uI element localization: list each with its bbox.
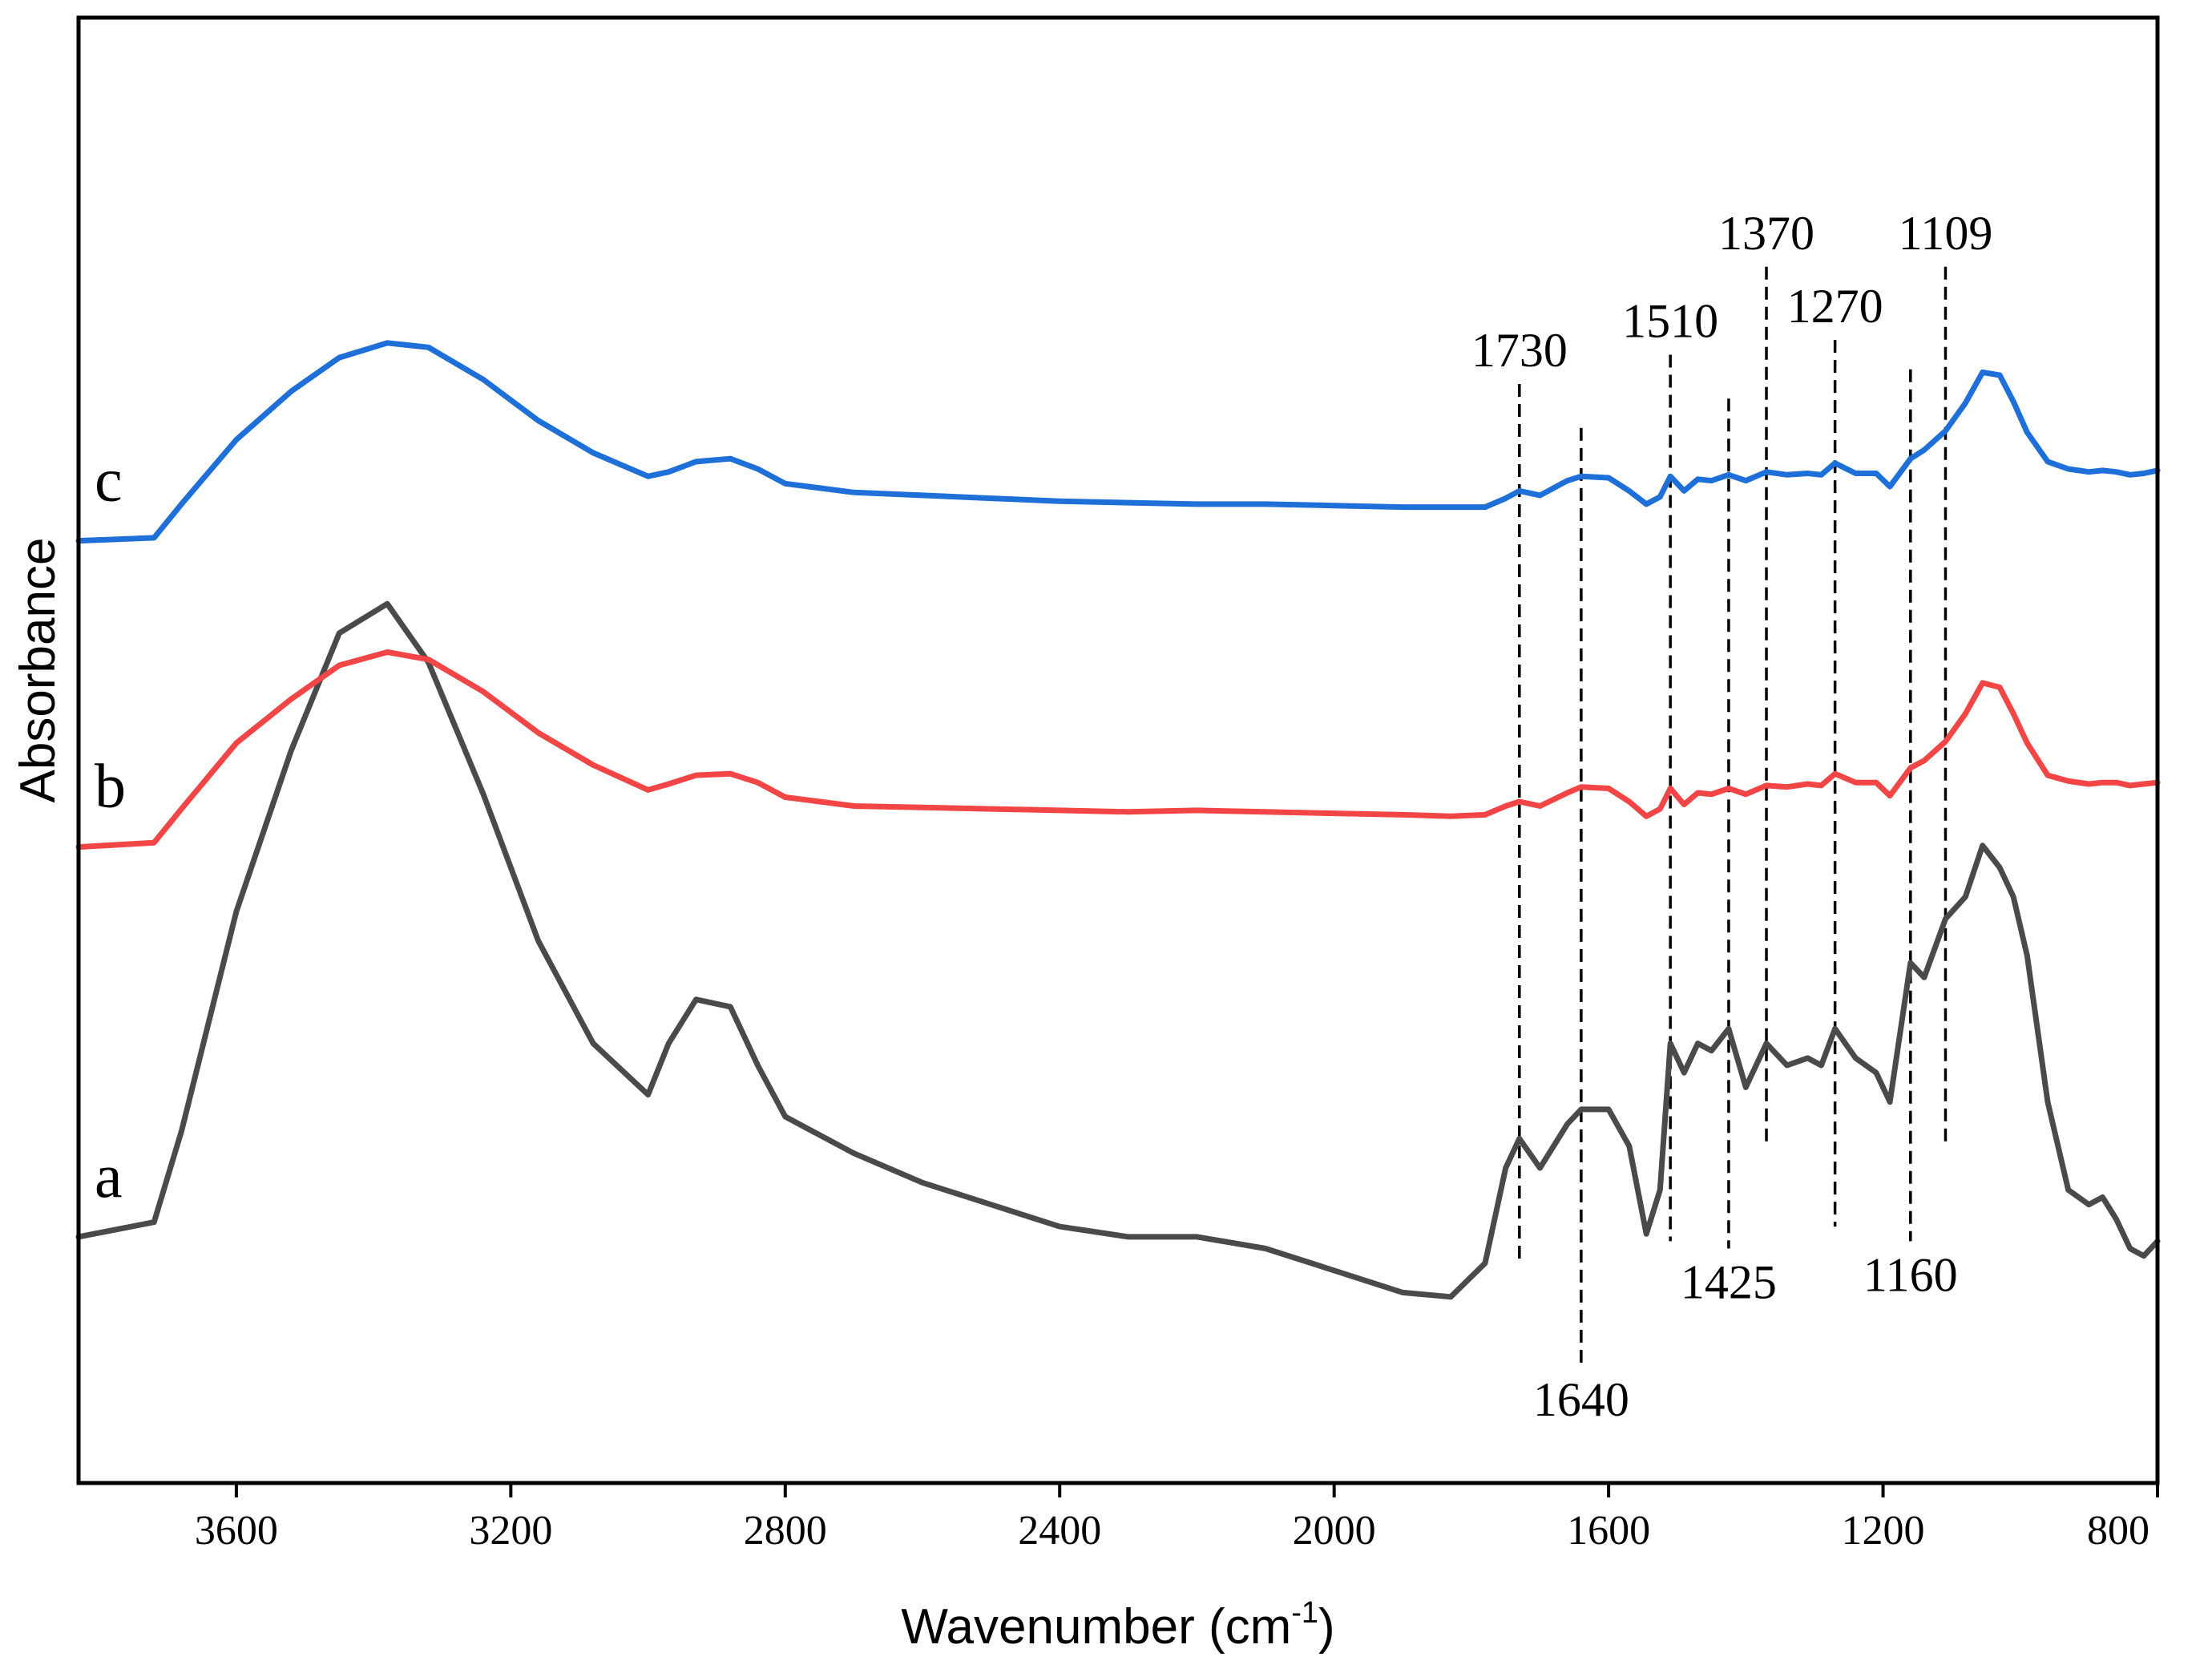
- x-axis-title-superscript: -1: [1291, 1596, 1318, 1630]
- x-axis-title-text: Wavenumber (cm: [901, 1599, 1291, 1655]
- spectra-series: [75, 340, 2161, 1300]
- series-line-a: [75, 600, 2161, 1300]
- peak-label-1270: 1270: [1787, 280, 1883, 333]
- x-axis-ticks: 3600 3200 2800 2400 2000 1600 1200 800: [195, 1483, 2159, 1554]
- peak-label-1425: 1425: [1681, 1256, 1777, 1309]
- series-label-a: a: [95, 1141, 123, 1210]
- peak-label-1160: 1160: [1863, 1248, 1958, 1301]
- x-tick-label-2000: 2000: [1293, 1508, 1376, 1554]
- series-label-c: c: [95, 445, 123, 515]
- x-tick-label-2800: 2800: [744, 1508, 827, 1554]
- y-axis-title: Absorbance: [10, 538, 66, 803]
- peak-label-1640: 1640: [1533, 1373, 1629, 1426]
- x-tick-label-1600: 1600: [1567, 1508, 1650, 1554]
- plot-frame: [76, 15, 2160, 1485]
- series-line-b: [75, 649, 2161, 851]
- peak-label-1370: 1370: [1718, 207, 1814, 260]
- series-labels: a b c: [95, 445, 126, 1210]
- x-axis-title: Wavenumber (cm-1): [901, 1596, 1334, 1655]
- x-tick-label-800: 800: [2087, 1508, 2149, 1554]
- x-tick-label-2400: 2400: [1018, 1508, 1101, 1554]
- x-tick-label-1200: 1200: [1842, 1508, 1925, 1554]
- x-axis-title-close: ): [1318, 1599, 1335, 1655]
- peak-label-1109: 1109: [1899, 207, 1993, 260]
- series-label-b: b: [95, 751, 126, 821]
- series-line-c: [75, 340, 2161, 544]
- peak-marker-labels: 1730 1640 1510 1425 1370 1270 1160 1109: [1471, 207, 1993, 1426]
- x-tick-label-3600: 3600: [195, 1508, 278, 1554]
- peak-label-1510: 1510: [1622, 294, 1718, 347]
- peak-label-1730: 1730: [1471, 324, 1568, 377]
- peak-marker-lines: [1518, 266, 1948, 1366]
- x-tick-label-3200: 3200: [469, 1508, 552, 1554]
